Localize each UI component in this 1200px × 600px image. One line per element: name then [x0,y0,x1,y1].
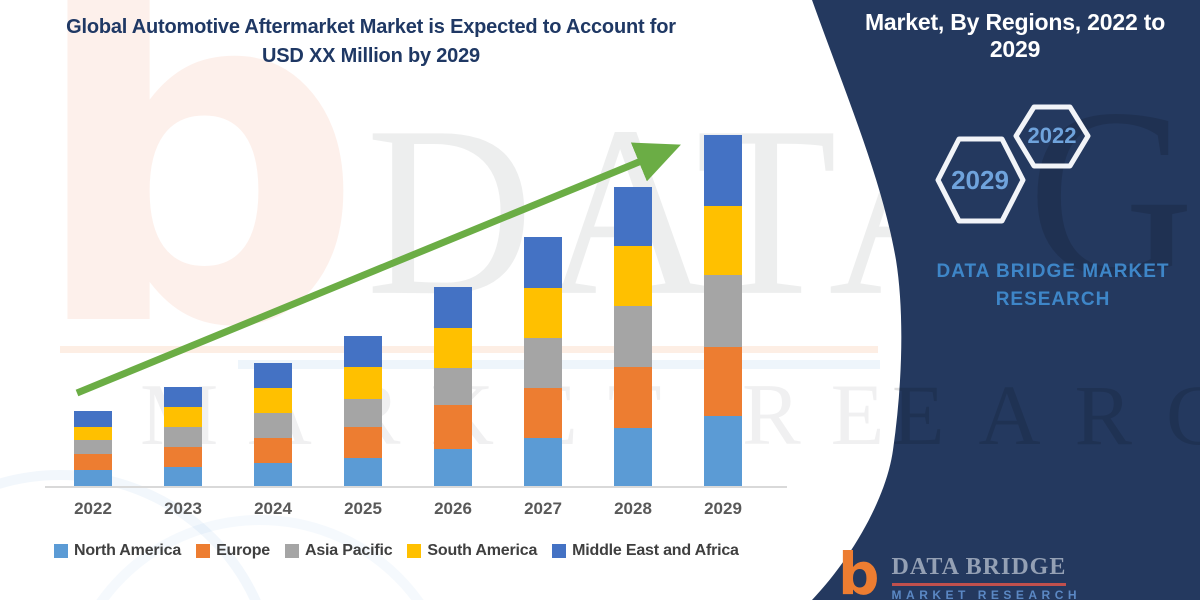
bar-segment [254,463,292,488]
bar-segment [704,275,742,347]
bar-segment [164,447,202,467]
bar-segment [344,427,382,458]
stacked-bar-2029 [704,135,742,488]
hexagon-2022 [1013,104,1091,169]
legend-item: Middle East and Africa [552,542,739,560]
bar-segment [704,416,742,488]
bar-segment [524,288,562,338]
bar-segment [704,135,742,206]
bar-segment [524,237,562,288]
stacked-bar-2025 [344,336,382,488]
bar-segment [164,427,202,447]
logo-b-icon: b [838,540,880,600]
legend-label: Asia Pacific [304,542,393,559]
chart-title: Global Automotive Aftermarket Market is … [18,13,724,71]
stacked-bar-2022 [74,411,112,488]
bar-segment [164,467,202,488]
legend-item: South America [407,542,537,560]
bar-segment [524,388,562,438]
brand-line1: DATA BRIDGE MARKET [936,261,1170,282]
panel-header-ribbon: Market, By Regions, 2022 to 2029 [864,9,1166,62]
chart-title-line2: USD XX Million by 2029 [262,45,480,67]
hexagon-2022-label: 2022 [1028,123,1077,148]
legend-label: Middle East and Africa [572,542,739,559]
x-axis-label: 2024 [254,499,292,518]
bar-segment [254,438,292,463]
legend-item: Asia Pacific [284,542,393,560]
chart-legend: North America Europe Asia Pacific South Ame… [54,542,739,560]
bar-segment [434,368,472,405]
panel-brand-text: DATA BRIDGE MARKET RESEARCH [903,258,1200,314]
bar-segment [164,387,202,407]
bar-segment [614,367,652,428]
data-bridge-logo: b DATA BRIDGE MARKET RESEARCH [838,540,1082,600]
bar-segment [254,388,292,413]
bar-segment [254,413,292,438]
legend-swatch-icon [284,544,299,558]
bar-segment [344,336,382,367]
logo-name: DATA BRIDGE [891,554,1067,586]
bar-segment [74,454,112,470]
stacked-bar-2028 [614,187,652,488]
bar-segment [344,399,382,427]
x-axis-label: 2025 [344,499,382,518]
bar-segment [344,367,382,399]
legend-swatch-icon [407,544,422,558]
chart-title-line1: Global Automotive Aftermarket Market is … [66,16,676,38]
stacked-bar-2026 [434,287,472,488]
x-axis-label: 2026 [434,499,472,518]
bar-segment [614,187,652,246]
legend-label: South America [427,542,538,559]
bar-segment [74,440,112,454]
brand-line2: RESEARCH [995,289,1111,310]
bar-segment [524,438,562,488]
stacked-bar-2027 [524,237,562,488]
x-axis-label: 2022 [74,499,112,518]
stacked-bar-2023 [164,387,202,488]
legend-swatch-icon [196,544,211,558]
stacked-bar-2024 [254,363,292,488]
bar-segment [524,338,562,388]
x-axis-label: 2023 [164,499,202,518]
logo-subtitle: MARKET RESEARCH [891,588,1082,600]
bar-segment [164,407,202,427]
x-axis-label: 2029 [704,499,742,518]
x-axis-label: 2028 [614,499,652,518]
legend-item: North America [54,542,181,560]
bar-segment [704,347,742,416]
bar-segment [614,246,652,306]
legend-label: North America [74,542,182,559]
bar-segment [254,363,292,388]
bar-segment [434,328,472,368]
legend-swatch-icon [552,544,567,558]
x-axis-line [45,486,787,488]
bar-segment [434,405,472,449]
hexagon-2029-label: 2029 [951,165,1009,195]
bar-segment [434,287,472,328]
legend-swatch-icon [54,544,68,558]
bar-segment [434,449,472,488]
bar-segment [344,458,382,488]
bar-segment [74,470,112,488]
bar-segment [74,411,112,427]
bar-segment [74,427,112,440]
legend-item: Europe [196,542,270,560]
bar-segment [614,306,652,367]
hexagon-2029 [935,136,1026,224]
hexagon-graphic: 2022 2029 [935,104,1091,224]
legend-label: Europe [216,542,270,559]
bar-segment [704,206,742,275]
x-axis-label: 2027 [524,499,562,518]
bar-segment [614,428,652,488]
